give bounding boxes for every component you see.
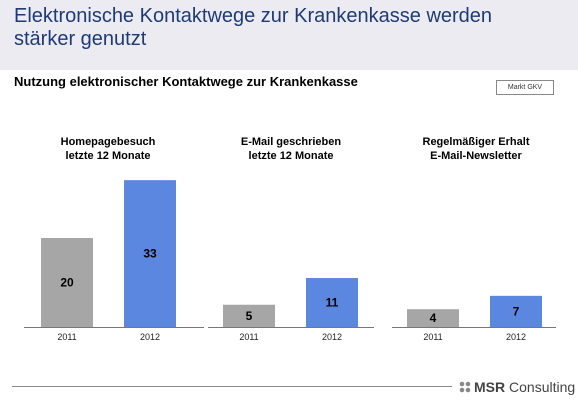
chart-subtitle: Nutzung elektronischer Kontaktwege zur K…: [14, 74, 358, 89]
footer-divider: [12, 386, 452, 387]
chart-title: E-Mail geschrieben letzte 12 Monate: [241, 136, 342, 162]
data-label: 20: [60, 276, 74, 290]
x-tick-label: 2011: [57, 332, 76, 342]
logo-suffix: Consulting: [505, 379, 576, 395]
chart-title: Homepagebesuch letzte 12 Monate: [61, 136, 156, 162]
chart-title: Regelmäßiger Erhalt E-Mail-Newsletter: [423, 136, 530, 162]
brand-logo: MSR Consulting: [458, 377, 575, 397]
data-label: 4: [430, 311, 437, 325]
bar: [223, 304, 275, 327]
x-tick-label: 2012: [322, 332, 342, 342]
msr-logo-icon: [459, 381, 471, 393]
header-band: [0, 0, 578, 70]
bar: [490, 295, 542, 327]
logo-text: MSR Consulting: [474, 379, 575, 395]
market-tag: Markt GKV: [496, 80, 554, 95]
logo-brand: MSR: [474, 379, 506, 395]
data-label: 5: [246, 309, 253, 323]
data-label: 7: [513, 304, 520, 318]
data-label: 11: [326, 296, 339, 310]
x-tick-label: 2011: [423, 332, 442, 342]
bar: [41, 238, 93, 327]
x-tick-label: 2011: [239, 332, 258, 342]
slide-title: Elektronische Kontaktwege zur Krankenkas…: [14, 5, 493, 50]
bar: [306, 278, 358, 327]
x-tick-label: 2012: [506, 332, 526, 342]
x-tick-label: 2012: [140, 332, 160, 342]
bar: [124, 180, 176, 327]
bar: [407, 309, 459, 327]
data-label: 33: [143, 247, 157, 261]
